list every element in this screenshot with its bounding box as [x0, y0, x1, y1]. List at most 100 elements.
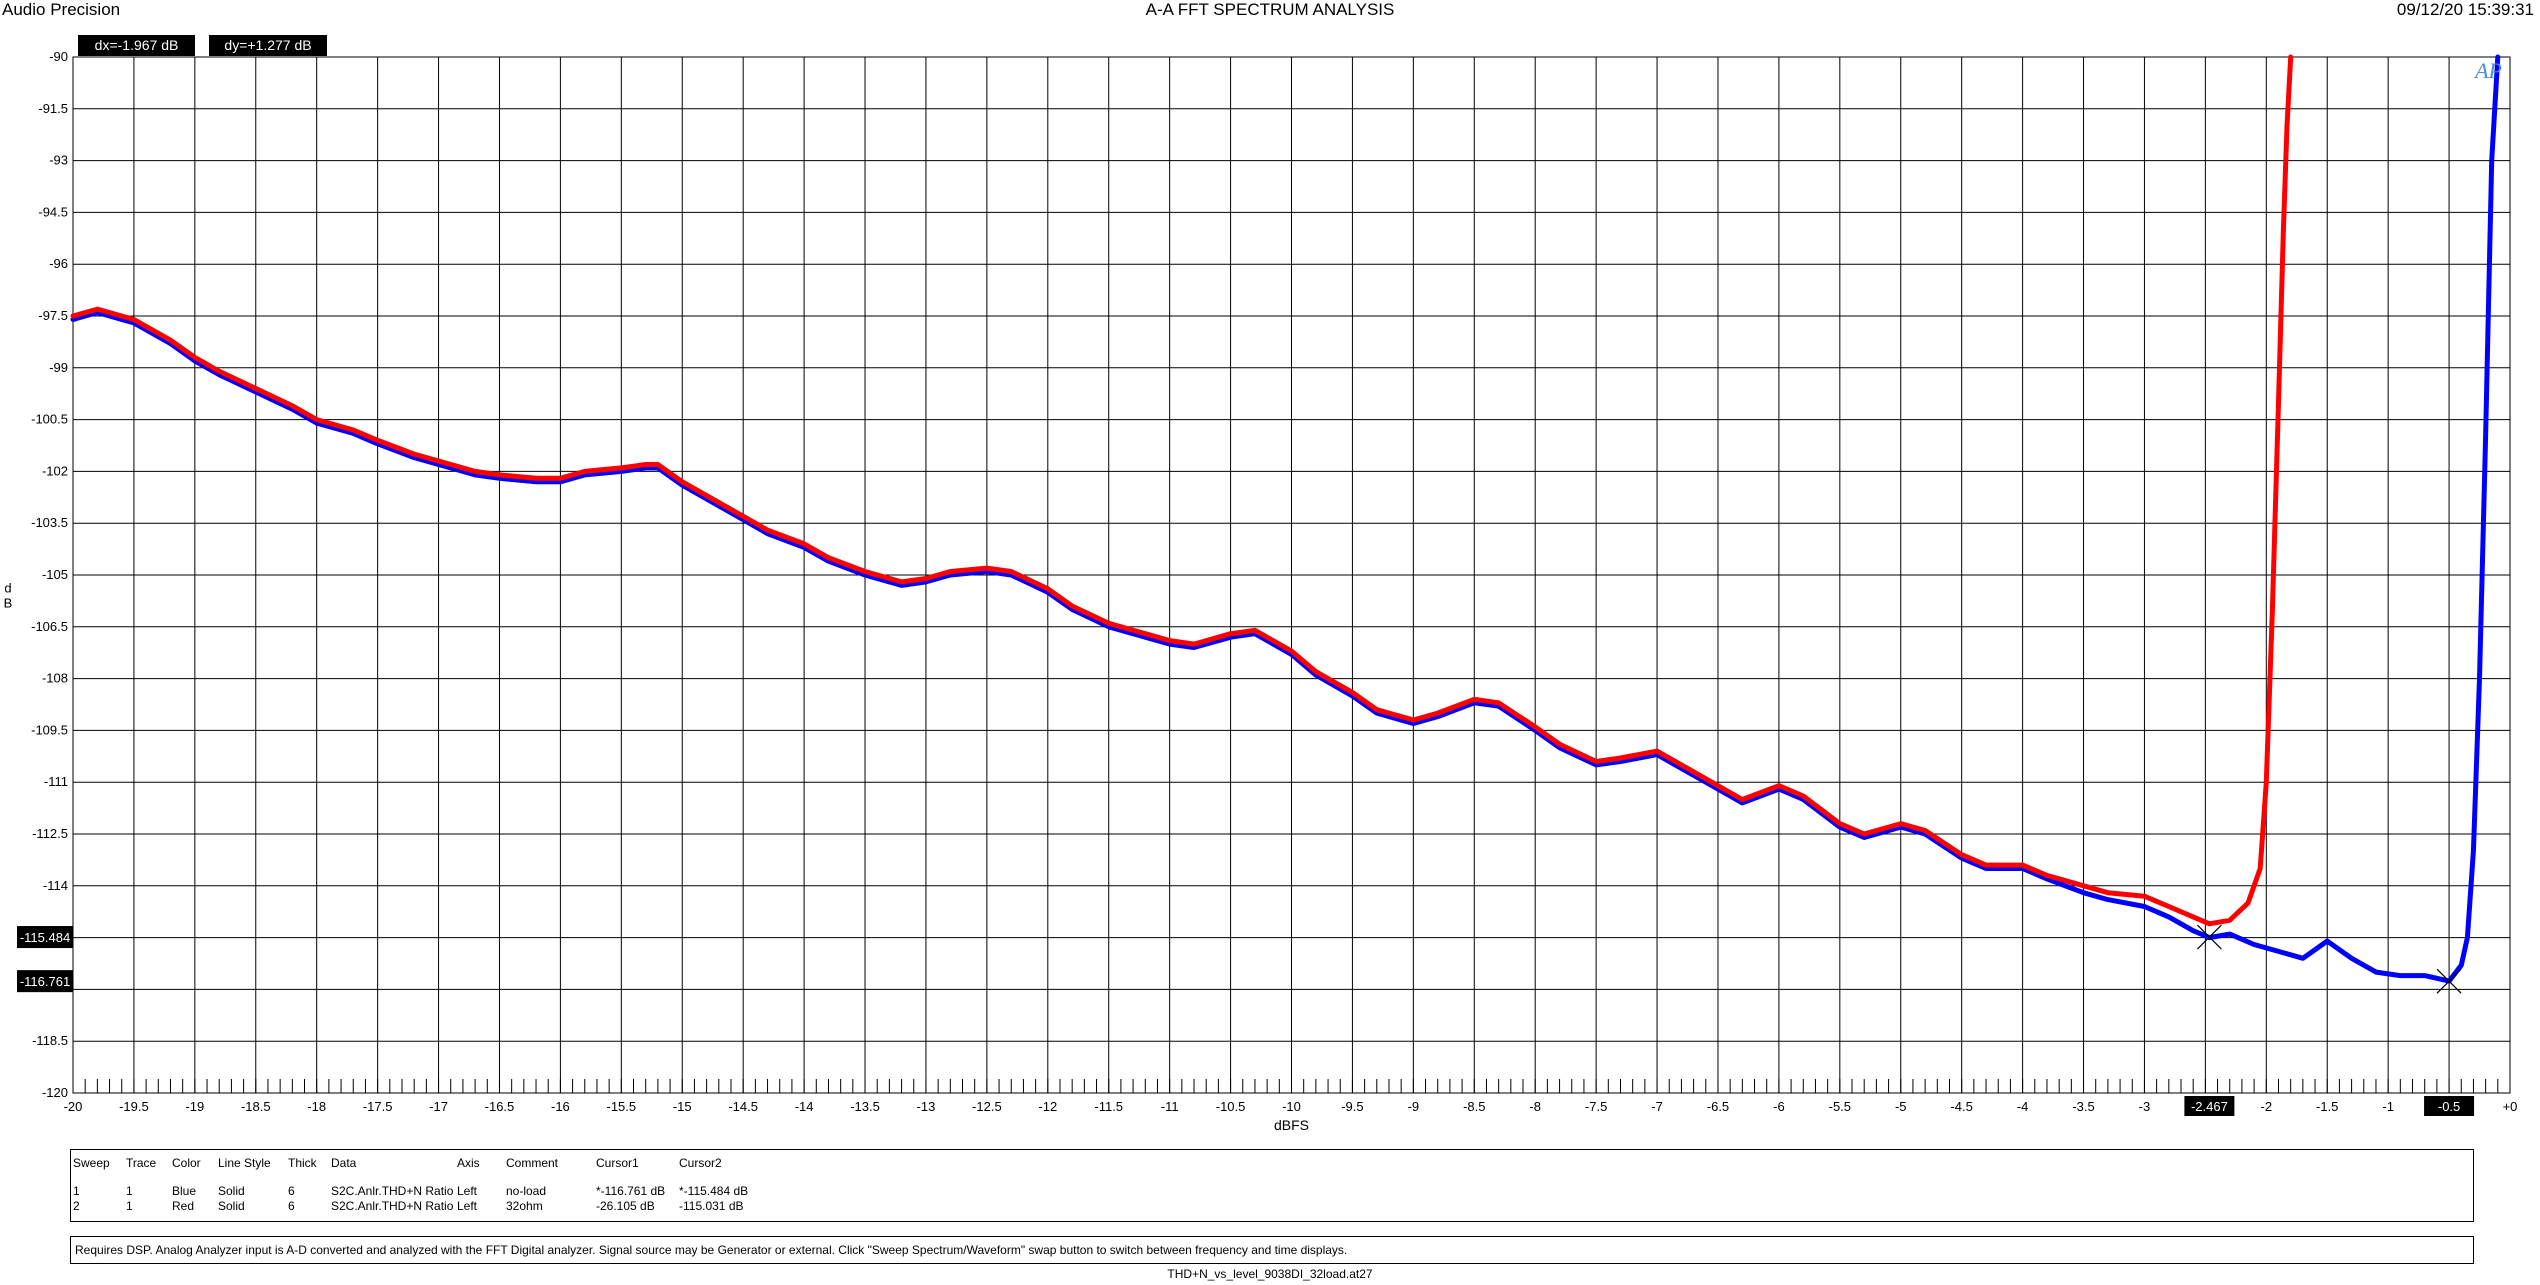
- legend-cell: 1: [126, 1184, 133, 1198]
- x-tick-label: -15.5: [607, 1099, 637, 1114]
- spectrum-chart[interactable]: -20 -19.5 -19 -18.5 -18 -17.5 -17 -16.5 -16 -15.5…: [0, 0, 2540, 1140]
- legend-cell: Left: [457, 1199, 478, 1213]
- x-tick-label: -7.5: [1585, 1099, 1607, 1114]
- x-tick-label: -14.5: [728, 1099, 758, 1114]
- x-tick-label: -17.5: [363, 1099, 393, 1114]
- x-tick-label: -9.5: [1341, 1099, 1363, 1114]
- y-tick-label: -97.5: [38, 308, 68, 323]
- x-tick-label: -18.5: [241, 1099, 271, 1114]
- legend-header: Cursor2: [679, 1156, 722, 1170]
- legend-cell: no-load: [506, 1184, 547, 1198]
- x-tick-label: -3.5: [2072, 1099, 2094, 1114]
- x-tick-label: -11.5: [1094, 1099, 1123, 1114]
- x-tick-label: -2: [2261, 1099, 2273, 1114]
- y-tick-label: -102: [42, 463, 68, 478]
- legend-header: Comment: [506, 1156, 559, 1170]
- x-tick-label: -19: [185, 1099, 204, 1114]
- cursor-marker: [2436, 968, 2462, 994]
- legend-cell: Left: [457, 1184, 478, 1198]
- x-tick-label: -19.5: [119, 1099, 149, 1114]
- cursor-x-label: -0.5: [2438, 1099, 2460, 1114]
- y-tick-label: -91.5: [38, 101, 68, 116]
- y-tick-label: -93: [49, 153, 68, 168]
- legend-cell: Blue: [172, 1184, 197, 1198]
- series-line-red: [70, 54, 2294, 927]
- x-tick-label: -7: [1651, 1099, 1663, 1114]
- y-tick-label: -108: [42, 671, 68, 686]
- legend-header: Axis: [457, 1156, 480, 1170]
- legend-cell: -26.105 dB: [596, 1199, 655, 1213]
- x-tick-label: -15: [673, 1099, 692, 1114]
- legend-cell: Solid: [218, 1184, 245, 1198]
- x-tick-label: -12.5: [972, 1099, 1002, 1114]
- y-tick-label: -100.5: [31, 412, 68, 427]
- x-tick-label: -16: [551, 1099, 570, 1114]
- filename-label: THD+N_vs_level_9038DI_32load.at27: [1167, 1267, 1373, 1281]
- cursor-marker: [2196, 924, 2222, 950]
- chart-title: A-A FFT SPECTRUM ANALYSIS: [1145, 0, 1395, 19]
- ap-logo: AP: [2473, 58, 2502, 83]
- cursor-dx-readout: dx=-1.967 dB: [78, 35, 195, 56]
- x-tick-label: -10.5: [1216, 1099, 1246, 1114]
- cursor-x-box: [2424, 1096, 2475, 1116]
- y-tick-label: -96: [49, 256, 68, 271]
- legend-cell: 1: [126, 1199, 133, 1213]
- legend-cell: 1: [73, 1184, 80, 1198]
- x-tick-label: -6.5: [1707, 1099, 1729, 1114]
- x-tick-label: -1.5: [2316, 1099, 2338, 1114]
- y-tick-label: -109.5: [31, 722, 68, 737]
- x-tick-label: +0: [2503, 1099, 2518, 1114]
- series-line-blue: [70, 54, 2501, 984]
- y-tick-label: -106.5: [31, 619, 68, 634]
- legend-header: Sweep: [73, 1156, 110, 1170]
- legend-header: Cursor1: [596, 1156, 639, 1170]
- x-tick-label: -11: [1161, 1099, 1179, 1114]
- x-tick-label: -8: [1529, 1099, 1541, 1114]
- legend-header: Trace: [126, 1156, 157, 1170]
- legend-cell: 2: [73, 1199, 80, 1213]
- cursor-x-box: [2184, 1096, 2235, 1116]
- y-tick-label: -114: [43, 878, 68, 893]
- brand-label: Audio Precision: [2, 0, 121, 19]
- y-tick-label: -103.5: [31, 515, 68, 530]
- y-tick-label: -90: [49, 49, 68, 64]
- legend-header: Thick: [288, 1156, 317, 1170]
- y-tick-label: -105: [42, 567, 68, 582]
- legend-header: Data: [331, 1156, 357, 1170]
- cursor-y-box: [17, 970, 73, 993]
- y-tick-label: -99: [49, 360, 68, 375]
- x-tick-label: -17: [429, 1099, 448, 1114]
- legend-cell: Solid: [218, 1199, 245, 1213]
- x-tick-label: -4: [2017, 1099, 2029, 1114]
- legend-cell: S2C.Anlr.THD+N Ratio: [331, 1184, 454, 1198]
- x-tick-label: -18: [307, 1099, 326, 1114]
- cursor-x-label: -2.467: [2191, 1099, 2228, 1114]
- y-tick-label: -118.5: [32, 1033, 68, 1048]
- x-tick-label: -4.5: [1950, 1099, 1972, 1114]
- y-tick-label: -120: [42, 1085, 68, 1100]
- cursor-y-label: -115.484: [20, 930, 70, 945]
- legend-header: Color: [172, 1156, 201, 1170]
- x-tick-label: -9: [1408, 1099, 1420, 1114]
- datetime-label: 09/12/20 15:39:31: [2396, 0, 2534, 19]
- x-tick-label: -13: [917, 1099, 936, 1114]
- cursor-y-label: -116.761: [20, 974, 70, 989]
- x-tick-label: -8.5: [1463, 1099, 1485, 1114]
- x-tick-label: -6: [1773, 1099, 1785, 1114]
- cursor-dy-readout: dy=+1.277 dB: [209, 35, 327, 56]
- trace-legend-table: Sweep Trace Color Line Style Thick Data Axis Co…: [70, 1149, 2474, 1222]
- x-tick-label: -5: [1895, 1099, 1907, 1114]
- legend-header: Line Style: [218, 1156, 271, 1170]
- info-note: Requires DSP. Analog Analyzer input is A…: [70, 1236, 2474, 1264]
- x-tick-label: -20: [64, 1099, 83, 1114]
- x-tick-label: -14: [795, 1099, 814, 1114]
- legend-cell: *-115.484 dB: [679, 1184, 749, 1198]
- y-tick-label: -94.5: [38, 204, 68, 219]
- x-tick-label: -1: [2382, 1099, 2394, 1114]
- cursor-y-box: [17, 926, 73, 949]
- x-tick-label: -5.5: [1829, 1099, 1851, 1114]
- legend-cell: S2C.Anlr.THD+N Ratio: [331, 1199, 454, 1213]
- y-tick-label: -111: [44, 774, 68, 789]
- x-tick-label: -10: [1282, 1099, 1301, 1114]
